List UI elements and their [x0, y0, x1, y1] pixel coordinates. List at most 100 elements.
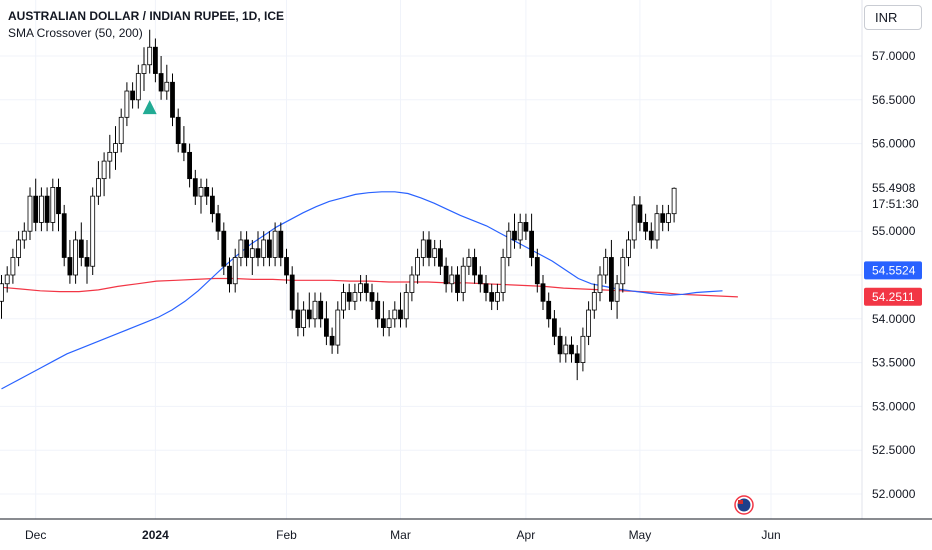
sma200-price-badge-bg — [864, 287, 922, 306]
candle-body — [284, 257, 289, 276]
candle — [227, 257, 232, 293]
candle-body — [552, 318, 557, 337]
time-tick-label: Feb — [276, 528, 297, 542]
candle — [113, 126, 118, 170]
candle — [118, 108, 124, 153]
candle — [78, 222, 84, 267]
candle — [255, 231, 261, 267]
sma50-price-badge: 54.5524 — [864, 261, 922, 280]
candle — [346, 283, 352, 311]
candle — [107, 134, 113, 179]
candle-body — [266, 239, 272, 258]
candle-body — [506, 230, 512, 258]
candle — [209, 187, 215, 223]
candle — [369, 283, 375, 311]
candle — [540, 275, 546, 311]
candle-body — [363, 283, 369, 293]
candle-body — [432, 248, 438, 258]
candle-body — [517, 222, 523, 241]
candle — [312, 292, 318, 328]
candle-body — [637, 204, 643, 223]
candle-body — [204, 186, 210, 197]
candle-body — [466, 257, 472, 267]
candle — [546, 292, 552, 328]
candle — [232, 248, 238, 293]
candle — [671, 187, 677, 223]
candle-body — [39, 195, 44, 223]
candle-body — [164, 81, 170, 92]
candle-body — [289, 274, 295, 311]
candle — [443, 257, 449, 293]
candle — [301, 301, 307, 337]
candle-body — [130, 90, 136, 101]
candle-body — [500, 257, 506, 293]
candle — [221, 222, 227, 275]
candle — [398, 292, 403, 328]
candle — [591, 283, 597, 319]
candle-body — [329, 335, 335, 346]
candle-body — [392, 309, 398, 320]
currency-button[interactable]: INR — [864, 5, 922, 30]
candle — [403, 283, 409, 328]
flag-badge-icon[interactable] — [734, 495, 754, 515]
price-axis: 57.000056.500056.000055.490855.000054.50… — [864, 49, 922, 501]
candle — [198, 178, 204, 214]
signal-layer — [142, 100, 157, 115]
candle-body — [631, 204, 637, 241]
countdown-label: 17:51:30 — [872, 197, 919, 211]
candle — [437, 239, 443, 275]
candle-body — [671, 187, 677, 215]
candle — [67, 239, 73, 284]
candle-body — [534, 257, 540, 285]
candle — [472, 248, 478, 284]
candle-body — [147, 46, 153, 66]
candle-body — [73, 239, 78, 276]
candle — [295, 292, 301, 337]
candle — [386, 310, 392, 337]
sma50-price-badge-text: 54.5524 — [872, 263, 916, 277]
candle-body — [603, 257, 609, 276]
candles-layer — [0, 29, 677, 381]
candle — [130, 82, 136, 109]
candle-body — [198, 186, 204, 197]
candle-body — [437, 248, 443, 267]
candle-body — [78, 239, 84, 258]
candle — [84, 239, 90, 284]
indicator-label[interactable]: SMA Crossover (50, 200) — [8, 26, 143, 40]
candle-body — [420, 239, 426, 258]
candle — [557, 327, 563, 363]
candle — [141, 47, 147, 92]
candle — [432, 239, 438, 267]
candle-body — [96, 178, 101, 197]
candle-body — [33, 195, 39, 223]
candle-body — [666, 213, 671, 223]
candle — [170, 73, 175, 127]
candle — [204, 178, 210, 205]
candle — [597, 266, 603, 302]
price-tick-label: 53.0000 — [872, 399, 916, 413]
candle — [620, 248, 626, 293]
candle — [392, 301, 398, 328]
candle-body — [529, 230, 534, 258]
candle-body — [386, 318, 392, 328]
candle — [552, 310, 557, 346]
candle — [101, 152, 107, 197]
candle — [648, 222, 654, 249]
candle-body — [346, 292, 352, 302]
candle-body — [56, 186, 61, 215]
candle-body — [301, 309, 307, 328]
candle — [517, 213, 523, 249]
sma50-price-badge-bg — [864, 261, 922, 280]
candle-body — [620, 257, 626, 285]
candle — [660, 204, 666, 232]
price-tick-label: 56.5000 — [872, 93, 916, 107]
candle-body — [21, 230, 27, 241]
candle — [249, 239, 255, 275]
candle — [415, 248, 421, 284]
candle — [329, 327, 335, 354]
candle-body — [107, 151, 113, 162]
candle-body — [415, 257, 421, 276]
candle — [21, 222, 27, 249]
candle — [16, 231, 22, 267]
